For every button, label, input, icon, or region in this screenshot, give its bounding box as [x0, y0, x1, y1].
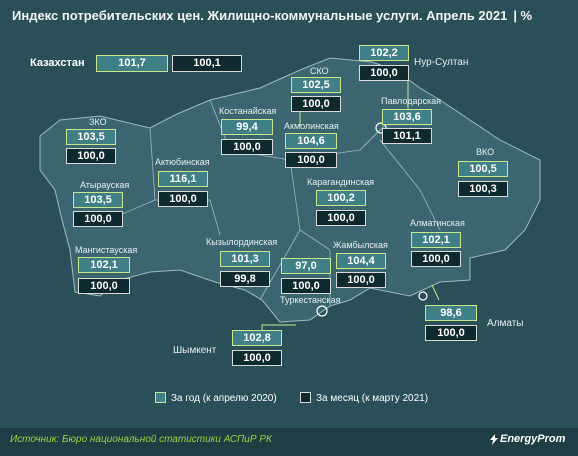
legend-year-swatch: [155, 392, 166, 403]
region-label-aktobe: Актюбинская: [155, 157, 210, 167]
shymkent-marker: [316, 305, 328, 317]
region-label-sko: СКО: [310, 66, 329, 76]
region-year-zhambyl: 104,4: [336, 253, 386, 269]
kazakhstan-label: Казахстан: [30, 57, 85, 69]
region-month-kostanay: 100,0: [221, 139, 273, 155]
region-label-atyrau: Атырауская: [80, 180, 130, 190]
unit-label: | %: [513, 8, 533, 23]
legend-month: За месяц (к марту 2021): [300, 392, 428, 404]
region-year-pavlodar: 103,6: [382, 109, 432, 125]
region-year-nursultan: 102,2: [359, 45, 409, 61]
region-month-shymkent: 100,0: [232, 350, 282, 366]
region-month-almaty: 100,0: [425, 325, 477, 341]
page-title: Индекс потребительских цен. Жилищно-комм…: [12, 8, 533, 23]
energyprom-logo-icon: [490, 434, 498, 445]
region-year-zko: 103,5: [66, 129, 116, 145]
region-month-vko: 100,3: [458, 181, 508, 197]
region-month-turkestan: 100,0: [281, 278, 331, 294]
region-label-akmola: Акмолинская: [284, 121, 339, 131]
region-year-sko: 102,5: [291, 77, 341, 93]
region-month-aktobe: 100,0: [158, 191, 208, 207]
region-month-kyzylorda: 99,8: [220, 271, 270, 287]
region-year-aktobe: 116,1: [158, 171, 208, 187]
footer-bar: [0, 428, 578, 456]
region-year-vko: 100,5: [458, 161, 508, 177]
region-label-almaty-obl: Алматинская: [410, 218, 465, 228]
region-month-pavlodar: 101,1: [382, 128, 432, 144]
region-month-nursultan: 100,0: [359, 65, 409, 81]
legend-month-label: За месяц (к марту 2021): [316, 393, 429, 404]
region-label-zko: ЗКО: [89, 117, 107, 127]
region-year-mangystau: 102,1: [78, 257, 130, 273]
region-month-mangystau: 100,0: [78, 278, 130, 294]
kazakhstan-month-value: 100,1: [172, 55, 242, 72]
region-year-turkestan: 97,0: [281, 258, 331, 274]
region-month-akmola: 100,0: [285, 152, 337, 168]
region-label-shymkent: Шымкент: [173, 345, 217, 356]
region-year-kostanay: 99,4: [221, 119, 273, 135]
legend-month-swatch: [300, 392, 311, 403]
region-year-karaganda: 100,2: [316, 190, 366, 206]
legend-year: За год (к апрелю 2020): [155, 392, 277, 404]
region-label-vko: ВКО: [476, 147, 495, 157]
region-label-pavlodar: Павлодарская: [381, 96, 441, 106]
region-label-turkestan: Туркестанская: [280, 295, 341, 305]
region-year-almaty: 98,6: [425, 305, 477, 321]
region-label-almaty: Алматы: [487, 318, 524, 329]
region-label-kyzylorda: Кызылординская: [206, 237, 278, 247]
region-month-sko: 100,0: [291, 96, 341, 112]
region-label-zhambyl: Жамбылская: [333, 240, 388, 250]
region-month-karaganda: 100,0: [316, 210, 366, 226]
kazakhstan-year-value: 101,7: [96, 55, 168, 72]
region-year-shymkent: 102,8: [232, 330, 282, 346]
region-year-almaty-obl: 102,1: [411, 232, 461, 248]
region-year-atyrau: 103,5: [73, 192, 123, 208]
region-month-zhambyl: 100,0: [336, 272, 386, 288]
region-label-nursultan: Нур-Султан: [414, 57, 469, 68]
brand-name: EnergyProm: [500, 433, 566, 445]
legend-year-label: За год (к апрелю 2020): [171, 393, 277, 404]
almaty-marker: [418, 291, 428, 301]
region-year-kyzylorda: 101,3: [220, 251, 270, 267]
region-year-akmola: 104,6: [285, 133, 337, 149]
source-note: Источник: Бюро национальной статистики А…: [10, 434, 272, 445]
region-month-atyrau: 100,0: [73, 211, 123, 227]
region-month-almaty-obl: 100,0: [411, 251, 461, 267]
region-label-kostanay: Костанайская: [219, 106, 277, 116]
region-label-karaganda: Карагандинская: [307, 177, 375, 187]
region-label-mangystau: Мангистауская: [75, 245, 138, 255]
region-month-zko: 100,0: [66, 148, 116, 164]
